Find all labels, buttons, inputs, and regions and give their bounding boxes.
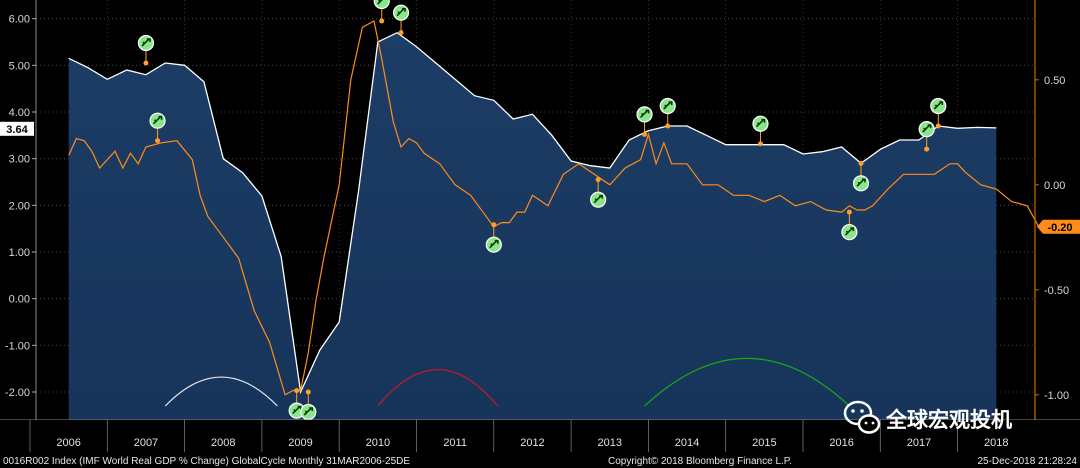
signal-markers [137, 0, 947, 421]
signal-icon [141, 38, 151, 47]
signal-marker-13 [918, 121, 935, 152]
left-tick-label-0: 6.00 [9, 14, 30, 26]
x-axis: 2006 2007 2008 2009 2010 2011 2012 2013 2014 2015… [0, 420, 1080, 452]
signal-marker-9 [659, 97, 676, 129]
signal-icon [377, 0, 387, 5]
signal-marker-6 [485, 222, 502, 253]
signal-marker-3 [300, 389, 317, 421]
watermark-text: 全球宏观投机 [885, 408, 1012, 432]
right-tick-label-1: 0.00 [1044, 180, 1065, 192]
signal-icon [593, 194, 603, 204]
left-tick-label-2: 4.00 [9, 107, 30, 119]
left-tick-label-8: -2.00 [5, 387, 30, 399]
x-axis-band [0, 420, 1080, 452]
marker-dot [858, 160, 864, 166]
right-tick-label-0: 0.50 [1044, 75, 1065, 87]
marker-dot [491, 222, 497, 228]
signal-marker-5 [392, 4, 410, 36]
cycle-arc-2 [644, 357, 850, 407]
signal-icon [292, 405, 302, 415]
marker-dot [155, 138, 161, 144]
left-tick-label-4: 2.00 [9, 200, 30, 212]
signal-marker-0 [137, 34, 155, 66]
marker-dot [665, 123, 671, 129]
gdp-line [68, 31, 997, 395]
signal-icon [396, 7, 406, 17]
x-tick-label-11: 2017 [907, 437, 931, 449]
gdp-area-layer [68, 32, 997, 420]
marker-dot [143, 60, 149, 66]
series-lines [68, 20, 1040, 396]
signal-marker-4 [373, 0, 390, 24]
footer-right: 25-Dec-2018 21:28:24 [977, 456, 1077, 467]
signal-marker-11 [841, 209, 858, 241]
marker-badge [373, 0, 390, 10]
signal-icon [489, 239, 499, 249]
signal-icon [639, 109, 650, 118]
marker-dot [757, 141, 763, 147]
cycle-arc-1 [377, 369, 499, 407]
marker-dot [846, 209, 852, 215]
signal-icon [755, 118, 766, 128]
signal-marker-10 [752, 115, 769, 147]
marker-dot [379, 18, 385, 24]
footer-middle: Copyright© 2018 Bloomberg Finance L.P. [608, 456, 792, 467]
marker-dot [595, 177, 601, 183]
left-tick-label-7: -1.00 [5, 340, 30, 352]
x-tick-label-3: 2009 [288, 437, 312, 449]
signal-marker-1 [149, 112, 166, 144]
footer-bar [0, 452, 1080, 468]
marker-dot [305, 389, 311, 395]
signal-icon [933, 101, 944, 110]
cycle-arc-0 [164, 376, 278, 407]
wechat-icon [843, 400, 881, 434]
x-tick-label-4: 2010 [366, 437, 390, 449]
footer-left: 0016R002 Index (IMF World Real GDP % Cha… [3, 456, 410, 467]
last-value-left-box [0, 121, 34, 136]
x-tick-label-9: 2015 [752, 437, 776, 449]
x-tick-label-6: 2012 [520, 437, 544, 449]
x-tick-label-8: 2014 [675, 437, 699, 449]
watermark: 全球宏观投机 [843, 400, 1012, 434]
left-tick-label-5: 1.00 [9, 247, 30, 259]
x-tick-label-7: 2013 [598, 437, 622, 449]
x-tick-label-1: 2007 [134, 437, 158, 449]
marker-dot [924, 146, 930, 152]
last-value-left: 3.64 [6, 124, 28, 136]
signal-marker-12 [852, 160, 870, 192]
left-tick-label-3: 3.00 [9, 154, 30, 166]
marker-dot [935, 123, 941, 129]
gdp-area [68, 32, 997, 420]
cycle-line [68, 20, 1040, 396]
left-tick-label-1: 5.00 [9, 60, 30, 72]
last-value-right: -0.20 [1047, 222, 1072, 234]
x-tick-label-5: 2011 [443, 437, 467, 449]
last-value-right-box [1037, 219, 1080, 234]
signal-marker-7 [590, 177, 607, 208]
signal-marker-8 [636, 106, 653, 137]
signal-icon [856, 178, 866, 187]
marker-dot [294, 388, 300, 394]
x-tick-label-0: 2006 [56, 437, 80, 449]
right-tick-label-2: -0.50 [1044, 285, 1069, 297]
signal-icon [303, 407, 314, 416]
marker-dot [642, 131, 648, 137]
axis-labels: 6.00 5.00 4.00 3.00 2.00 1.00 0.00 -1.00 -2.00 0.… [0, 14, 1080, 402]
signal-marker-2 [288, 388, 305, 419]
signal-icon [844, 227, 855, 236]
right-tick-label-3: -1.00 [1044, 390, 1069, 402]
signal-icon [152, 115, 163, 125]
left-tick-label-6: 0.00 [9, 294, 30, 306]
x-tick-label-12: 2018 [984, 437, 1008, 449]
x-tick-label-2: 2008 [211, 437, 235, 449]
signal-icon [922, 124, 932, 133]
signal-icon [663, 101, 673, 110]
signal-marker-14 [930, 97, 947, 129]
x-tick-label-10: 2016 [829, 437, 853, 449]
cycle-arcs [164, 357, 850, 407]
marker-dot [398, 30, 404, 36]
